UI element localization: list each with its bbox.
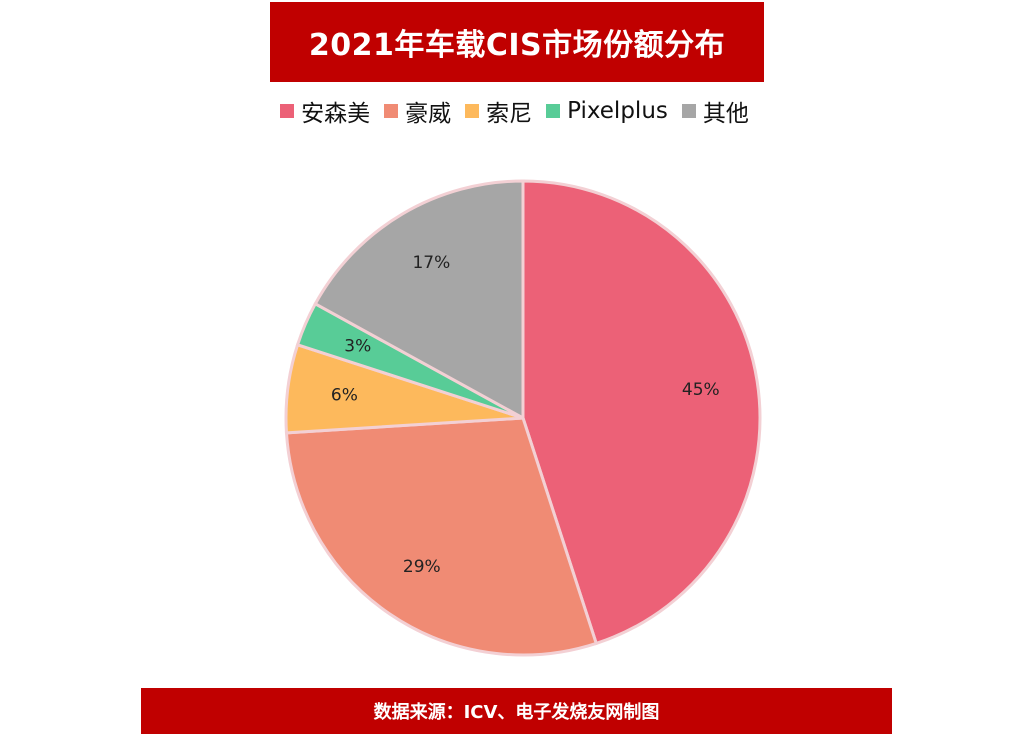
legend-swatch-pixelplus [546, 104, 561, 118]
data-label-onsemi: 45% [682, 380, 720, 400]
legend-item-pixelplus: Pixelplus [544, 98, 668, 124]
pie-slice-onsemi [521, 179, 762, 646]
source-footer-banner: 数据来源：ICV、电子发烧友网制图 [141, 688, 892, 734]
data-label-others: 17% [412, 253, 450, 273]
data-label-omnivision: 29% [403, 557, 441, 577]
chart-title-banner: 2021年车载CIS市场份额分布 [270, 2, 764, 82]
legend-item-omnivision: 豪威 [382, 94, 451, 128]
data-label-sony: 6% [331, 385, 358, 405]
legend-label-others: 其他 [702, 101, 749, 127]
source-text: 数据来源：ICV、电子发烧友网制图 [373, 702, 660, 723]
legend-swatch-omnivision [384, 104, 399, 118]
legend-label-pixelplus: Pixelplus [567, 98, 668, 124]
chart-title: 2021年车载CIS市场份额分布 [308, 28, 726, 63]
legend-swatch-onsemi [280, 104, 295, 118]
pie-slice-omnivision [284, 416, 599, 657]
legend-label-omnivision: 豪威 [405, 101, 452, 127]
legend-swatch-others [681, 104, 696, 118]
legend-label-onsemi: 安森美 [301, 101, 371, 127]
legend-label-sony: 索尼 [486, 101, 533, 127]
legend-item-onsemi: 安森美 [278, 94, 370, 128]
chart-legend: 安森美 豪威 索尼 Pixelplus 其他 [0, 94, 1027, 128]
legend-swatch-sony [465, 104, 480, 118]
pie-slice-others [313, 179, 525, 421]
legend-item-sony: 索尼 [463, 94, 532, 128]
legend-item-others: 其他 [680, 94, 749, 128]
data-label-pixelplus: 3% [344, 337, 371, 357]
